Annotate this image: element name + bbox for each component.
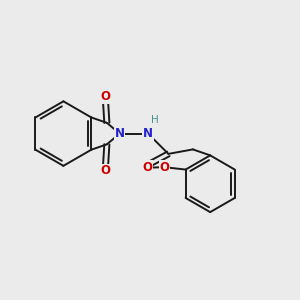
Text: H: H [151, 115, 158, 125]
Text: O: O [100, 164, 110, 177]
Text: O: O [142, 161, 152, 174]
Text: N: N [143, 127, 153, 140]
Text: O: O [100, 90, 110, 103]
Text: N: N [115, 127, 125, 140]
Text: O: O [159, 161, 169, 174]
